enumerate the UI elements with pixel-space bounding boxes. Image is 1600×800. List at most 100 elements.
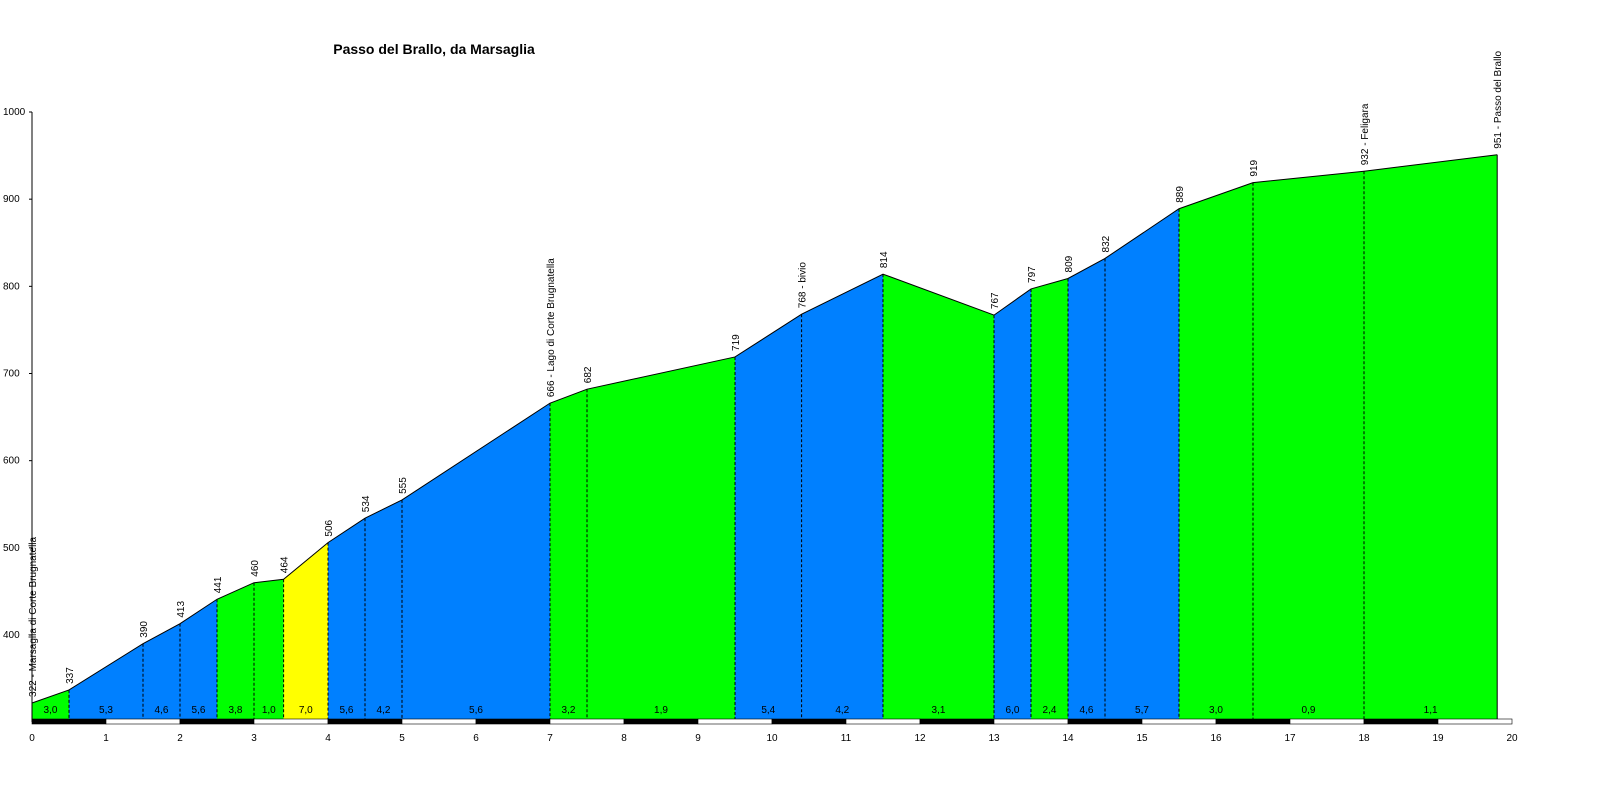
profile-segment bbox=[32, 689, 69, 719]
gradient-label: 5,6 bbox=[469, 705, 483, 716]
gradient-label: 5,4 bbox=[761, 705, 775, 716]
profile-segment bbox=[328, 518, 365, 719]
gradient-label: 5,3 bbox=[99, 705, 113, 716]
x-tick-label: 13 bbox=[988, 733, 1000, 744]
gradient-label: 5,6 bbox=[340, 705, 354, 716]
km-bar-strip bbox=[1141, 718, 1217, 725]
x-tick-label: 14 bbox=[1062, 733, 1074, 744]
profile-segment bbox=[365, 499, 402, 719]
y-tick-label: 600 bbox=[3, 456, 20, 467]
x-tick-label: 20 bbox=[1506, 733, 1518, 744]
gradient-label: 7,0 bbox=[299, 705, 313, 716]
profile-segment bbox=[1068, 258, 1105, 719]
x-tick-label: 7 bbox=[547, 733, 553, 744]
x-tick-label: 9 bbox=[695, 733, 701, 744]
x-tick-label: 6 bbox=[473, 733, 479, 744]
profile-segment bbox=[1179, 182, 1253, 720]
gradient-label: 0,9 bbox=[1302, 705, 1316, 716]
x-tick-label: 16 bbox=[1210, 733, 1222, 744]
altitude-label: 767 bbox=[990, 292, 1001, 309]
gradient-label: 2,4 bbox=[1043, 705, 1057, 716]
profile-segment bbox=[283, 542, 328, 719]
km-bar-strip bbox=[1067, 718, 1143, 725]
km-bar-strip bbox=[1363, 718, 1439, 725]
x-tick-label: 17 bbox=[1284, 733, 1296, 744]
profile-segments bbox=[31, 154, 1498, 720]
x-tick-label: 8 bbox=[621, 733, 627, 744]
y-tick-label: 500 bbox=[3, 543, 20, 554]
altitude-label: 322 - Marsaglia di Corte Brugnatella bbox=[28, 536, 39, 697]
gradient-label: 4,6 bbox=[1080, 705, 1094, 716]
chart-title: Passo del Brallo, da Marsaglia bbox=[333, 41, 535, 57]
profile-segment bbox=[254, 579, 284, 719]
km-bar-strip bbox=[253, 718, 329, 725]
km-bar-strip bbox=[919, 718, 995, 725]
profile-segment bbox=[1253, 171, 1364, 720]
profile-segment bbox=[1031, 278, 1068, 719]
km-scale-bar bbox=[31, 718, 1513, 725]
gradient-label: 5,7 bbox=[1135, 705, 1149, 716]
y-tick-label: 1000 bbox=[3, 107, 26, 118]
x-tick-labels: 0 1 2 3 4 5 6 7 8 9 10 11 12 13 14 15 16 17 18 19 20 bbox=[29, 733, 1518, 744]
y-tick-label: 400 bbox=[3, 630, 20, 641]
profile-segment bbox=[550, 389, 587, 719]
gradient-label: 4,6 bbox=[155, 705, 169, 716]
gradient-label: 3,8 bbox=[229, 705, 243, 716]
profile-segment bbox=[1364, 154, 1498, 719]
altitude-label: 337 bbox=[65, 667, 76, 684]
gradient-label: 5,6 bbox=[192, 705, 206, 716]
altitude-label: 797 bbox=[1027, 266, 1038, 283]
x-tick-label: 18 bbox=[1358, 733, 1370, 744]
km-bar-strip bbox=[1289, 718, 1365, 725]
gradient-labels: 3,0 5,3 4,6 5,6 3,8 1,0 7,0 5,6 4,2 5,6 3,2 1,9 5,4 4… bbox=[44, 705, 1438, 716]
altitude-label: 951 - Passo del Brallo bbox=[1493, 50, 1504, 148]
altitude-label: 441 bbox=[213, 576, 224, 593]
x-tick-label: 19 bbox=[1432, 733, 1444, 744]
profile-segment bbox=[69, 643, 143, 719]
km-bar-strip bbox=[549, 718, 625, 725]
altitude-label: 506 bbox=[324, 519, 335, 536]
profile-segment bbox=[217, 582, 254, 719]
gradient-label: 4,2 bbox=[835, 705, 849, 716]
altitude-label: 534 bbox=[361, 495, 372, 512]
x-tick-label: 12 bbox=[914, 733, 926, 744]
profile-segment bbox=[883, 274, 994, 719]
km-bar-strip bbox=[327, 718, 403, 725]
profile-segment bbox=[587, 356, 735, 719]
gradient-label: 1,0 bbox=[262, 705, 276, 716]
x-tick-label: 3 bbox=[251, 733, 257, 744]
gradient-label: 4,2 bbox=[377, 705, 391, 716]
km-bar-strip bbox=[475, 718, 551, 725]
x-tick-label: 5 bbox=[399, 733, 405, 744]
altitude-label: 413 bbox=[176, 601, 187, 618]
profile-segment bbox=[994, 288, 1031, 719]
km-bar-strip bbox=[179, 718, 255, 725]
x-tick-label: 10 bbox=[766, 733, 778, 744]
gradient-label: 3,1 bbox=[932, 705, 946, 716]
altitude-label: 719 bbox=[731, 334, 742, 351]
km-bar-strip bbox=[771, 718, 847, 725]
profile-segment bbox=[402, 403, 550, 719]
altitude-label: 889 bbox=[1175, 186, 1186, 203]
gradient-label: 6,0 bbox=[1006, 705, 1020, 716]
axes bbox=[29, 111, 33, 722]
gradient-label: 1,9 bbox=[654, 705, 668, 716]
km-bar-strip bbox=[31, 718, 107, 725]
gradient-label: 3,2 bbox=[562, 705, 576, 716]
y-tick-label: 900 bbox=[3, 194, 20, 205]
altitude-label: 390 bbox=[139, 621, 150, 638]
y-tick-label: 800 bbox=[3, 281, 20, 292]
gradient-label: 1,1 bbox=[1424, 705, 1438, 716]
altitude-label: 919 bbox=[1249, 159, 1260, 176]
profile-segment bbox=[801, 274, 883, 719]
gradient-label: 3,0 bbox=[1209, 705, 1223, 716]
x-tick-label: 1 bbox=[103, 733, 109, 744]
gradient-label: 3,0 bbox=[44, 705, 58, 716]
km-bar-strip bbox=[1437, 718, 1513, 725]
altitude-label: 460 bbox=[250, 560, 261, 577]
km-bar-strip bbox=[845, 718, 921, 725]
y-tick-label: 700 bbox=[3, 369, 20, 380]
altitude-label: 464 bbox=[280, 556, 291, 573]
x-tick-label: 2 bbox=[177, 733, 183, 744]
